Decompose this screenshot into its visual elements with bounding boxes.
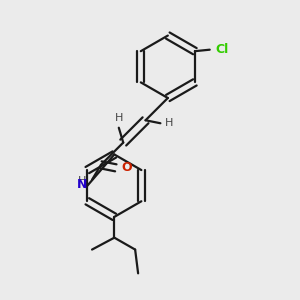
Text: O: O (122, 161, 132, 174)
Text: Cl: Cl (216, 43, 229, 56)
Text: H: H (165, 118, 173, 128)
Text: H: H (78, 176, 86, 186)
Text: N: N (77, 178, 88, 191)
Text: H: H (115, 113, 123, 123)
